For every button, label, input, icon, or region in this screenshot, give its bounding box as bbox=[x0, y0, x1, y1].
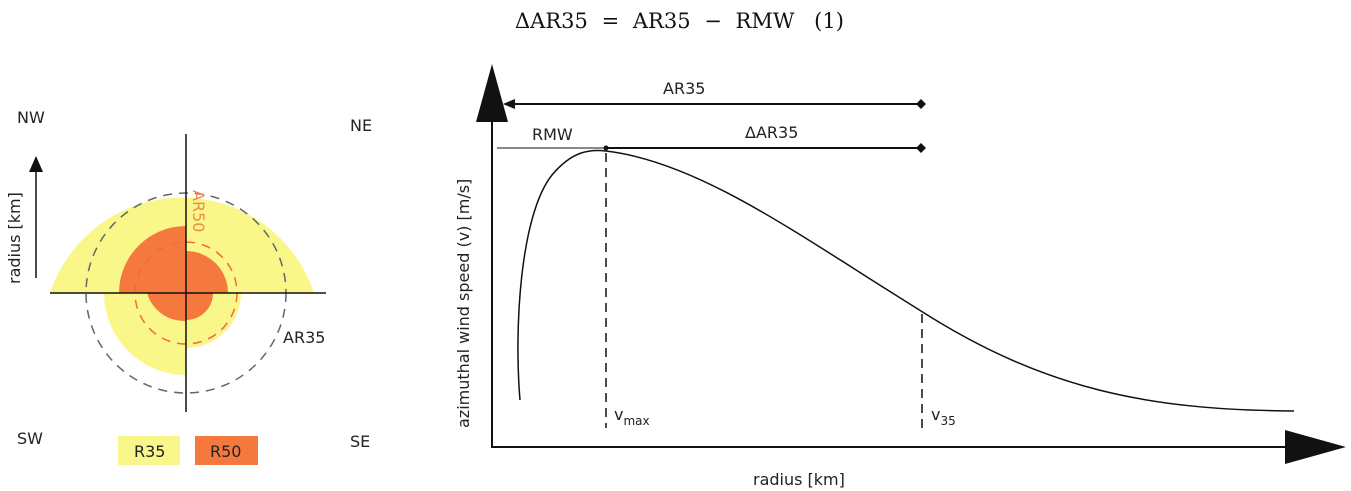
r50-ne-area bbox=[186, 251, 228, 293]
quadrant-ne-label: NE bbox=[350, 116, 372, 135]
delta-ar35-label: ΔAR35 bbox=[745, 123, 798, 142]
legend-r50-label: R50 bbox=[210, 442, 241, 461]
equation-lhs: ΔAR35 bbox=[515, 9, 588, 33]
radius-arrowhead bbox=[29, 156, 43, 172]
equation-term-ar35: AR35 bbox=[632, 9, 691, 33]
x-axis-label: radius [km] bbox=[753, 470, 845, 489]
legend-r35-label: R35 bbox=[134, 442, 165, 461]
wind-profile-diagram: azimuthal wind speed (v) [m/s] radius [k… bbox=[454, 64, 1346, 489]
quadrant-diagram: radius [km] NW NE SW SE AR50 AR35 R35 R5… bbox=[5, 108, 372, 465]
v35-base: v bbox=[931, 405, 940, 424]
delta-ar35-start-point bbox=[603, 145, 609, 151]
equation-term-rmw: RMW bbox=[736, 9, 795, 33]
rmw-label: RMW bbox=[532, 125, 573, 144]
r50-sw-area bbox=[147, 293, 186, 322]
equation-number: (1) bbox=[814, 9, 844, 33]
ar35-span-label: AR35 bbox=[663, 79, 705, 98]
delta-ar35-endpoint bbox=[916, 143, 926, 153]
quadrant-se-label: SE bbox=[350, 432, 370, 451]
wind-profile-curve bbox=[517, 149, 1295, 412]
ar35-span-arrowhead bbox=[503, 99, 515, 109]
ar35-label: AR35 bbox=[283, 328, 325, 347]
v35-label: v35 bbox=[931, 405, 956, 428]
vmax-label: vmax bbox=[614, 405, 650, 428]
r50-se-area bbox=[186, 293, 213, 320]
ar50-label: AR50 bbox=[189, 190, 208, 232]
y-axis-arrowhead bbox=[476, 64, 508, 122]
equation: ΔAR35 = AR35 − RMW (1) bbox=[515, 9, 844, 33]
radius-axis-label: radius [km] bbox=[5, 192, 24, 284]
x-axis-arrowhead bbox=[1285, 430, 1346, 464]
v35-subscript: 35 bbox=[940, 414, 955, 428]
vmax-subscript: max bbox=[623, 414, 649, 428]
y-axis-label: azimuthal wind speed (v) [m/s] bbox=[454, 179, 473, 428]
r50-nw-area bbox=[119, 226, 186, 293]
vmax-base: v bbox=[614, 405, 623, 424]
quadrant-sw-label: SW bbox=[17, 429, 43, 448]
legend-r50-swatch bbox=[195, 436, 258, 465]
quadrant-nw-label: NW bbox=[17, 108, 45, 127]
equation-minus: − bbox=[704, 9, 722, 33]
ar35-span-endpoint bbox=[916, 99, 926, 109]
legend-r35-swatch bbox=[118, 436, 180, 465]
equation-equals: = bbox=[602, 9, 620, 33]
